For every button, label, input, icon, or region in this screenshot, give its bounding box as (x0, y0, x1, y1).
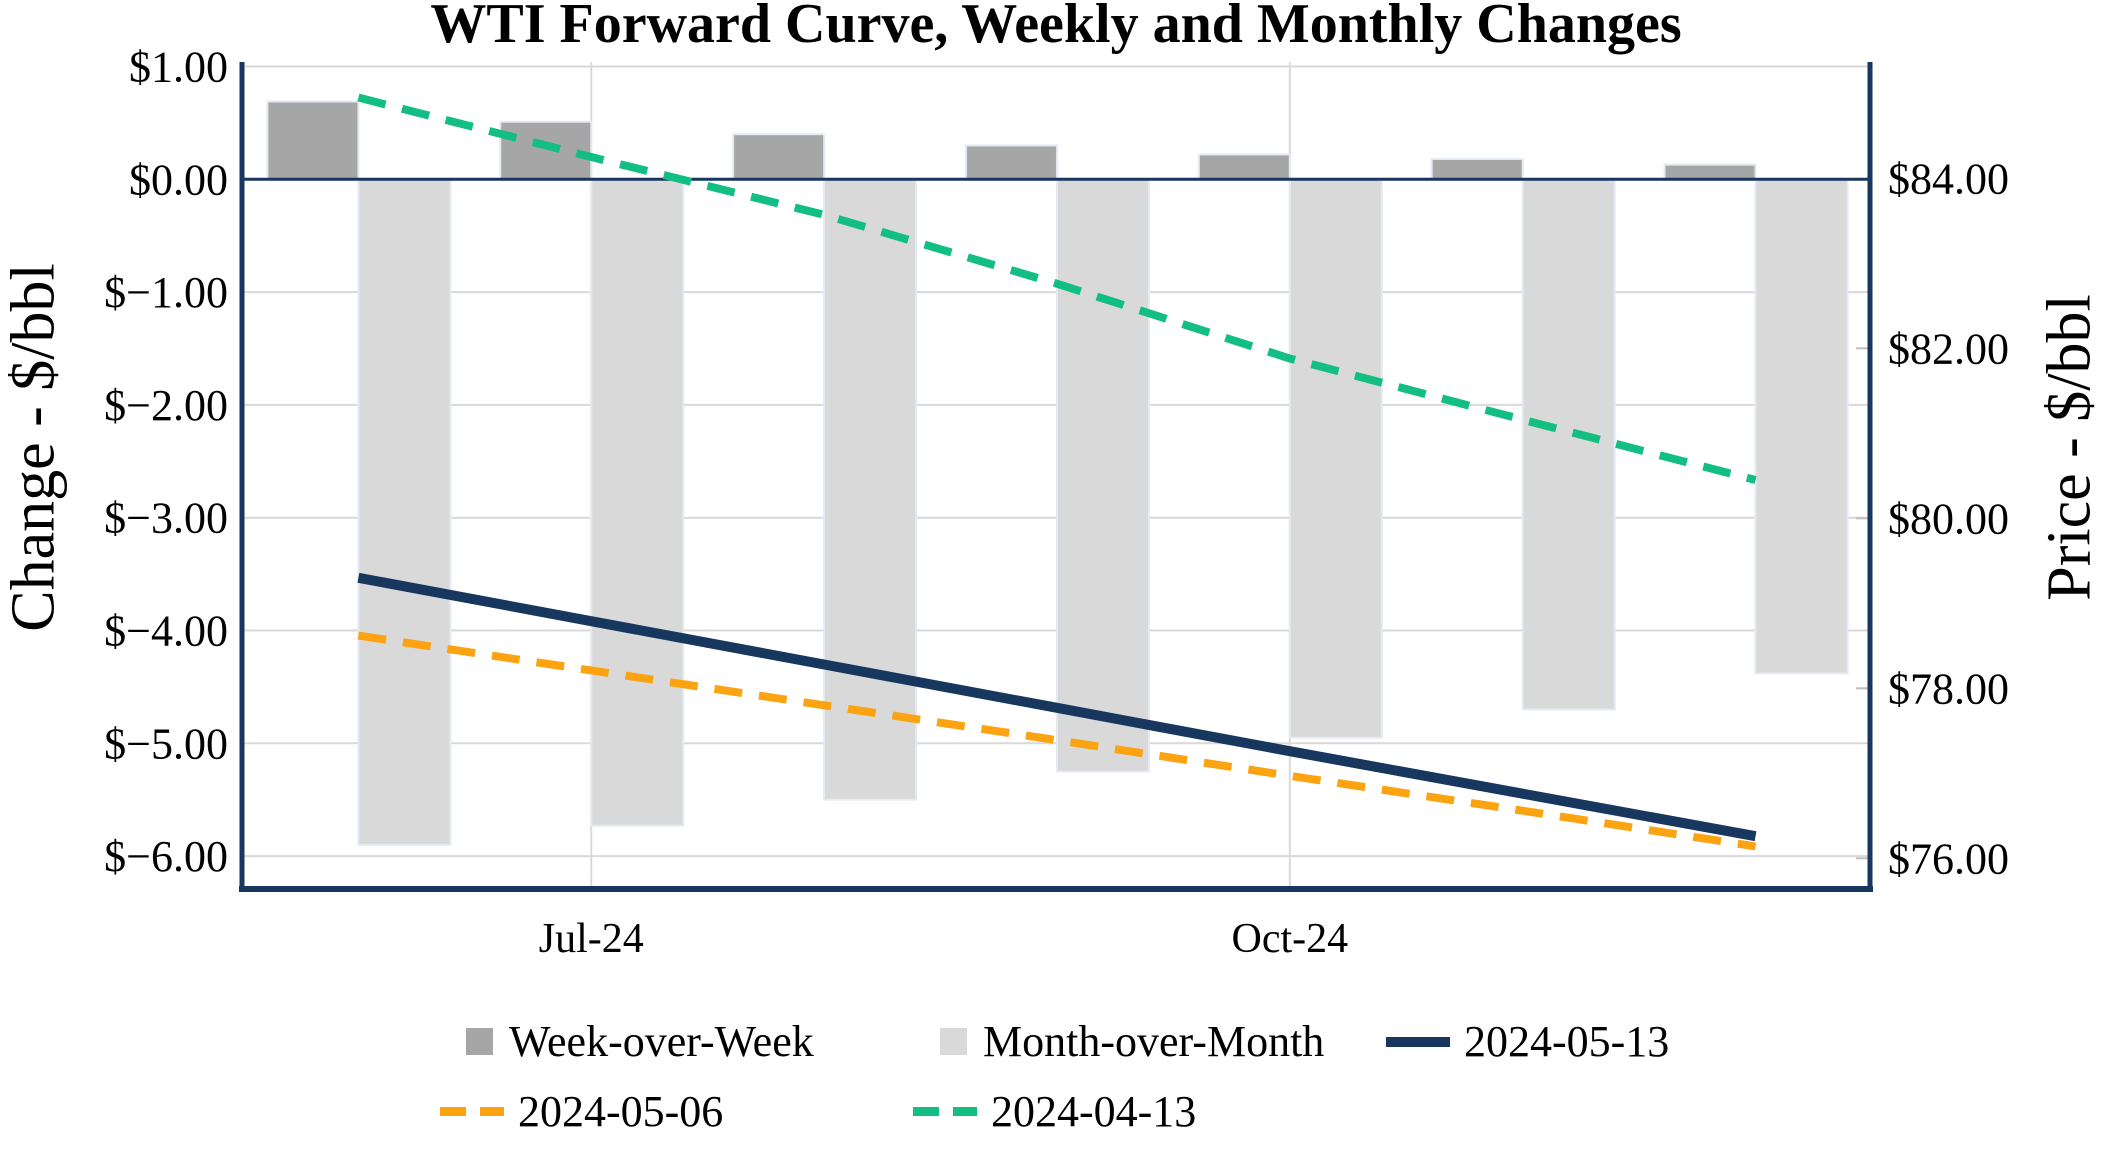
bar-month-over-month (823, 178, 918, 801)
y-right-tick-label: $80.00 (1888, 494, 2009, 543)
bar-week-over-week (1197, 153, 1291, 181)
bar-week-over-week (964, 144, 1058, 181)
left-axis-title: Change - $/bbl (0, 263, 68, 632)
y-left-tick-label: $−5.00 (104, 719, 228, 768)
x-tick-label: Jul-24 (539, 916, 644, 962)
y-right-tick-label: $78.00 (1888, 664, 2009, 713)
bar-week-over-week (1663, 163, 1757, 181)
legend-label: 2024-05-13 (1464, 1017, 1670, 1066)
bar-month-over-month (1754, 178, 1849, 675)
bar-week-over-week (499, 120, 593, 181)
y-left-tick-label: $−2.00 (104, 381, 228, 430)
y-left-tick-label: $−6.00 (104, 832, 228, 881)
legend-item-week-over-week: Week-over-Week (466, 1016, 814, 1067)
legend-item-month-over-month: Month-over-Month (940, 1016, 1324, 1067)
bar-month-over-month (1521, 178, 1616, 711)
legend-label: 2024-04-13 (991, 1087, 1197, 1136)
legend-label: Week-over-Week (509, 1017, 814, 1066)
bar-week-over-week (1430, 157, 1524, 181)
bar-month-over-month (357, 178, 452, 846)
bar-month-over-month (590, 178, 685, 827)
y-left-tick-label: $−1.00 (104, 268, 228, 317)
dashed-line-swatch-icon (913, 1107, 977, 1116)
y-left-tick-label: $−3.00 (104, 494, 228, 543)
y-right-tick-label: $82.00 (1888, 324, 2009, 373)
y-right-tick-label: $76.00 (1888, 834, 2009, 883)
y-left-tick-label: $−4.00 (104, 607, 228, 656)
legend-item-2024-05-13: 2024-05-13 (1386, 1016, 1669, 1067)
legend-label: Month-over-Month (983, 1017, 1325, 1066)
bar-week-over-week (732, 133, 826, 181)
legend-label: 2024-05-06 (518, 1087, 724, 1136)
line-2024-05-06 (357, 631, 1757, 851)
bar-week-over-week (266, 100, 360, 181)
legend-item-2024-05-06: 2024-05-06 (440, 1086, 723, 1137)
week-over-week-swatch-icon (466, 1028, 493, 1055)
solid-line-swatch-icon (1386, 1036, 1450, 1047)
y-left-tick-label: $1.00 (129, 43, 228, 92)
y-right-tick-label: $84.00 (1888, 154, 2009, 203)
month-over-month-swatch-icon (940, 1028, 967, 1055)
dashed-line-swatch-icon (440, 1107, 504, 1116)
line-2024-05-13 (357, 572, 1757, 842)
bar-month-over-month (1055, 178, 1150, 773)
legend-item-2024-04-13: 2024-04-13 (913, 1086, 1196, 1137)
chart-title: WTI Forward Curve, Weekly and Monthly Ch… (430, 0, 1682, 55)
right-axis-title: Price - $/bbl (2035, 294, 2104, 601)
y-left-tick-label: $0.00 (129, 155, 228, 204)
line-2024-04-13 (357, 93, 1757, 484)
x-tick-label: Oct-24 (1232, 916, 1349, 962)
bar-month-over-month (1288, 178, 1383, 739)
